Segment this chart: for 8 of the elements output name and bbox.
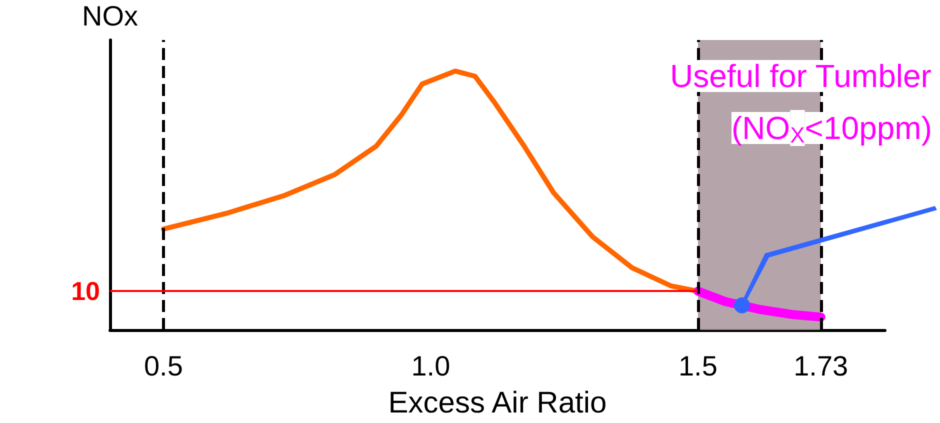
x-tick-label: 0.5: [144, 350, 183, 382]
y-axis-title: NOx: [82, 0, 138, 32]
x-tick-label: 1.5: [678, 350, 718, 382]
x-tick-label: 1.0: [411, 350, 450, 382]
x-axis-title: Excess Air Ratio: [388, 386, 607, 420]
annotation: Useful for Tumbler: [670, 58, 932, 94]
text: 10: [71, 276, 100, 306]
x-tick-label: 1.73: [794, 350, 848, 382]
